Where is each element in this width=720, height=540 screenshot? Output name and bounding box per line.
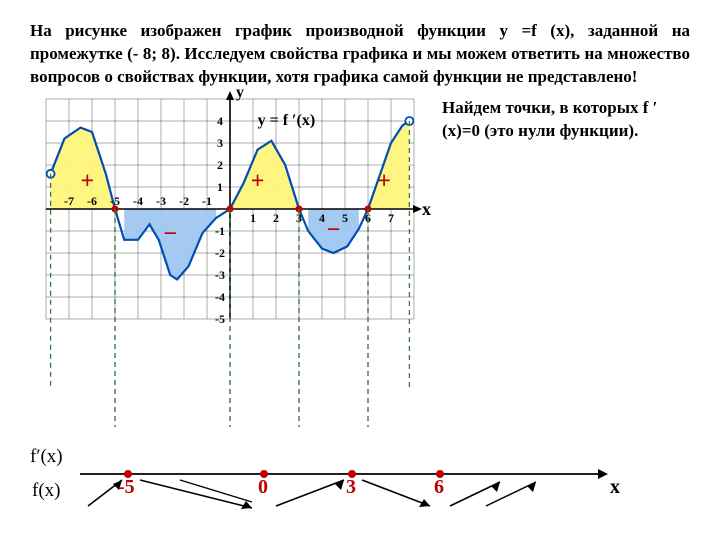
svg-text:y = f ′(x): y = f ′(x) (258, 112, 316, 129)
side-text: Найдем точки, в которых f ′(x)=0 (это ну… (430, 97, 690, 357)
svg-text:+: + (251, 168, 265, 194)
svg-text:-1: -1 (202, 194, 212, 208)
svg-text:1: 1 (217, 180, 223, 194)
svg-text:y: y (236, 84, 244, 101)
svg-text:3: 3 (217, 136, 223, 150)
chart: -7-6-5-4-3-2-112345674321-1-2-3-4-5yxy =… (30, 97, 430, 357)
root-2: 3 (346, 476, 356, 499)
header-text: На рисунке изображен график производной … (30, 20, 690, 89)
svg-text:4: 4 (217, 114, 223, 128)
svg-text:-2: -2 (215, 246, 225, 260)
svg-text:-4: -4 (215, 290, 225, 304)
svg-text:+: + (377, 168, 391, 194)
svg-text:+: + (81, 168, 95, 194)
svg-text:-5: -5 (215, 312, 225, 326)
bottom-diagram: f′(x) f(x) -5 0 3 6 x (30, 430, 690, 520)
fprime-label: f′(x) (30, 446, 63, 468)
svg-text:-2: -2 (179, 194, 189, 208)
svg-text:x: x (422, 199, 431, 219)
svg-text:2: 2 (217, 158, 223, 172)
root-0: -5 (118, 476, 135, 499)
svg-text:5: 5 (342, 211, 348, 225)
svg-text:4: 4 (319, 211, 325, 225)
svg-text:7: 7 (388, 211, 394, 225)
svg-text:2: 2 (273, 211, 279, 225)
svg-text:-3: -3 (156, 194, 166, 208)
svg-text:-6: -6 (87, 194, 97, 208)
svg-text:−: − (163, 221, 177, 247)
bottom-x-label: x (610, 476, 620, 499)
f-label: f(x) (32, 480, 60, 502)
svg-text:-5: -5 (110, 194, 120, 208)
root-3: 6 (434, 476, 444, 499)
svg-text:1: 1 (250, 211, 256, 225)
svg-text:-3: -3 (215, 268, 225, 282)
svg-text:-4: -4 (133, 194, 143, 208)
svg-text:-7: -7 (64, 194, 74, 208)
root-1: 0 (258, 476, 268, 499)
svg-text:−: − (327, 217, 341, 243)
svg-text:-1: -1 (215, 224, 225, 238)
